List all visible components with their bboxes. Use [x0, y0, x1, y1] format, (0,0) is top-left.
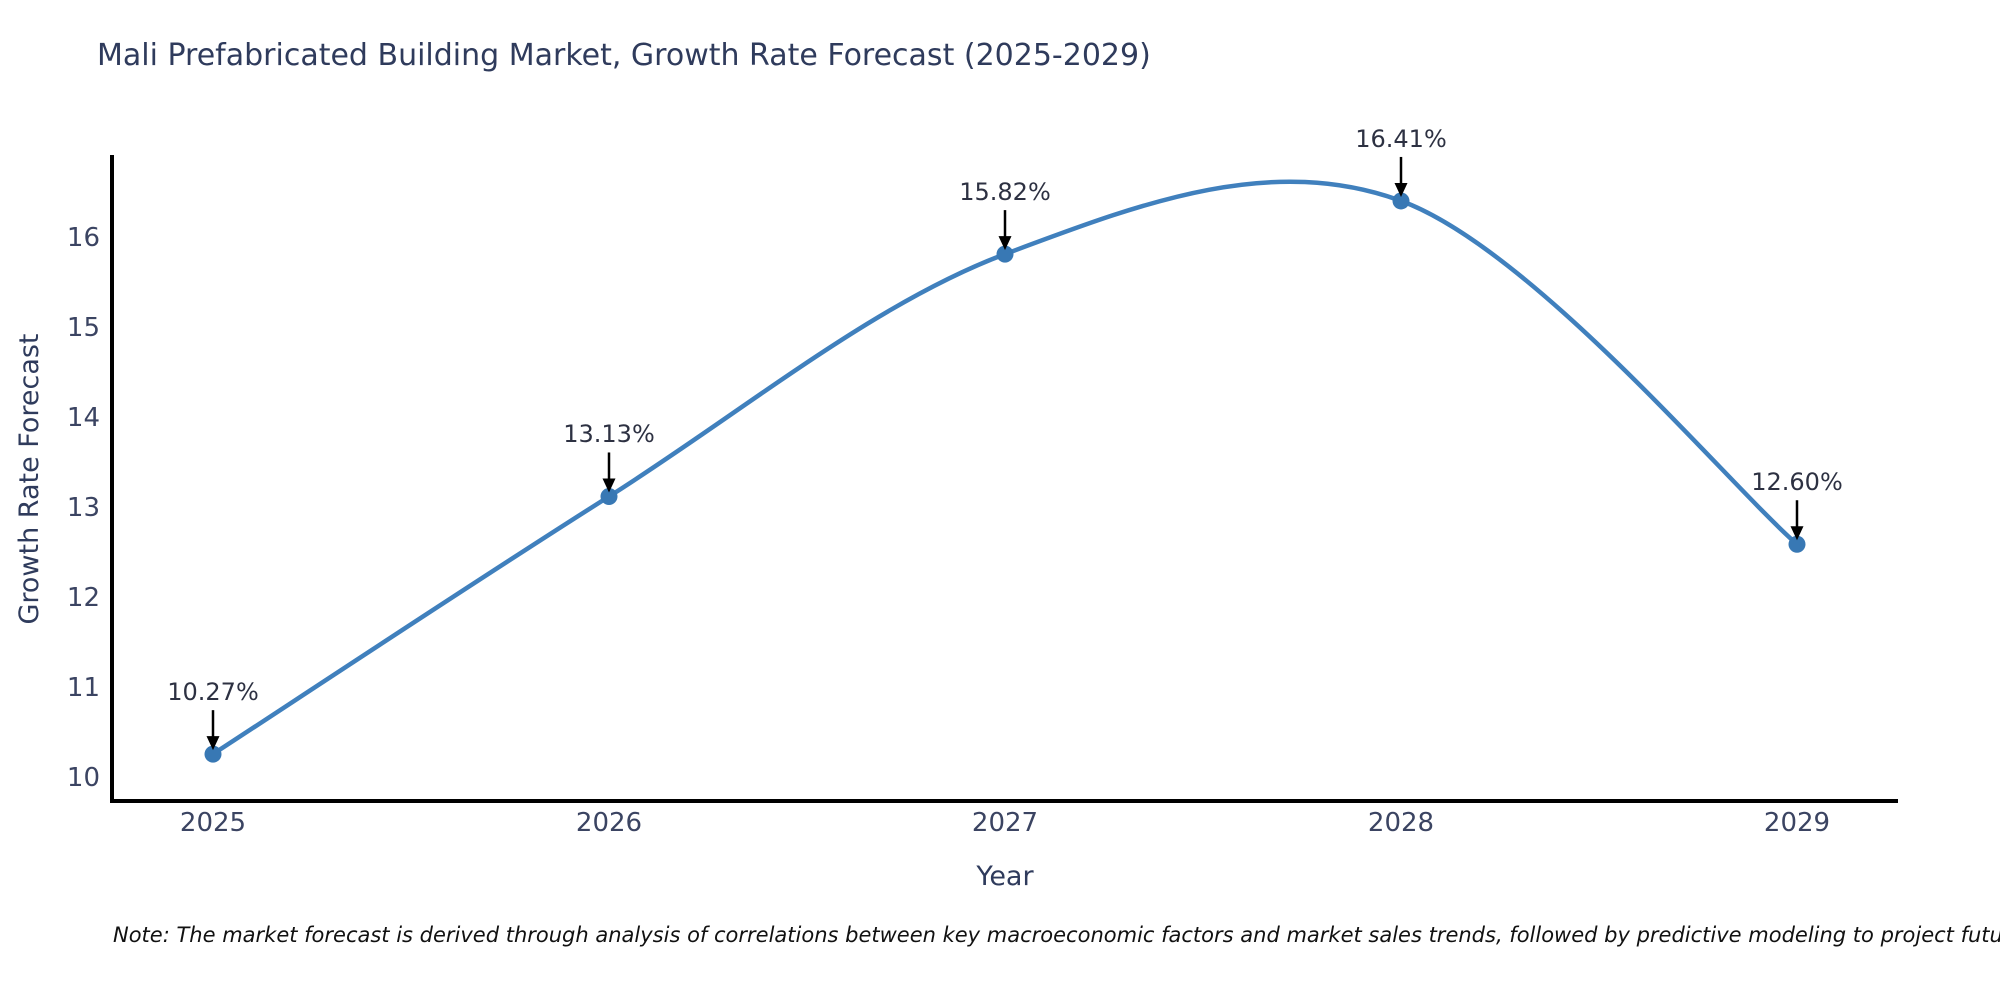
- chart-title: Mali Prefabricated Building Market, Grow…: [97, 38, 1151, 73]
- data-point-marker: [600, 487, 618, 505]
- y-tick-label: 11: [66, 673, 100, 704]
- x-axis-title: Year: [976, 861, 1034, 892]
- y-tick-label: 16: [66, 222, 100, 253]
- point-annotation: 13.13%: [563, 420, 655, 449]
- x-tick-label: 2025: [179, 808, 247, 838]
- point-annotation: 12.60%: [1751, 468, 1843, 497]
- point-annotation: 15.82%: [959, 178, 1051, 207]
- y-tick-label: 12: [66, 583, 100, 614]
- annotation-arrowhead: [602, 478, 616, 493]
- x-tick-label: 2027: [971, 808, 1039, 838]
- annotation-arrowhead: [1790, 526, 1804, 541]
- y-tick-label: 13: [66, 493, 100, 524]
- data-point-marker: [1788, 535, 1806, 553]
- point-annotation: 10.27%: [167, 678, 259, 707]
- x-tick-label: 2026: [575, 808, 643, 838]
- trend-line: [211, 179, 1799, 756]
- y-tick-label: 14: [66, 403, 100, 434]
- data-point-marker: [996, 245, 1014, 263]
- y-tick-label: 15: [66, 312, 100, 343]
- y-axis-title: Growth Rate Forecast: [14, 333, 45, 625]
- footnote: Note: The market forecast is derived thr…: [113, 923, 2000, 947]
- x-tick-label: 2029: [1763, 808, 1831, 838]
- x-tick-label: 2028: [1367, 808, 1435, 838]
- annotation-arrowhead: [998, 236, 1012, 251]
- annotation-arrowhead: [206, 736, 220, 751]
- annotation-arrowhead: [1394, 182, 1408, 197]
- data-point-marker: [204, 745, 222, 763]
- y-tick-label: 10: [66, 763, 100, 794]
- point-annotation: 16.41%: [1355, 124, 1447, 153]
- data-point-marker: [1392, 192, 1410, 210]
